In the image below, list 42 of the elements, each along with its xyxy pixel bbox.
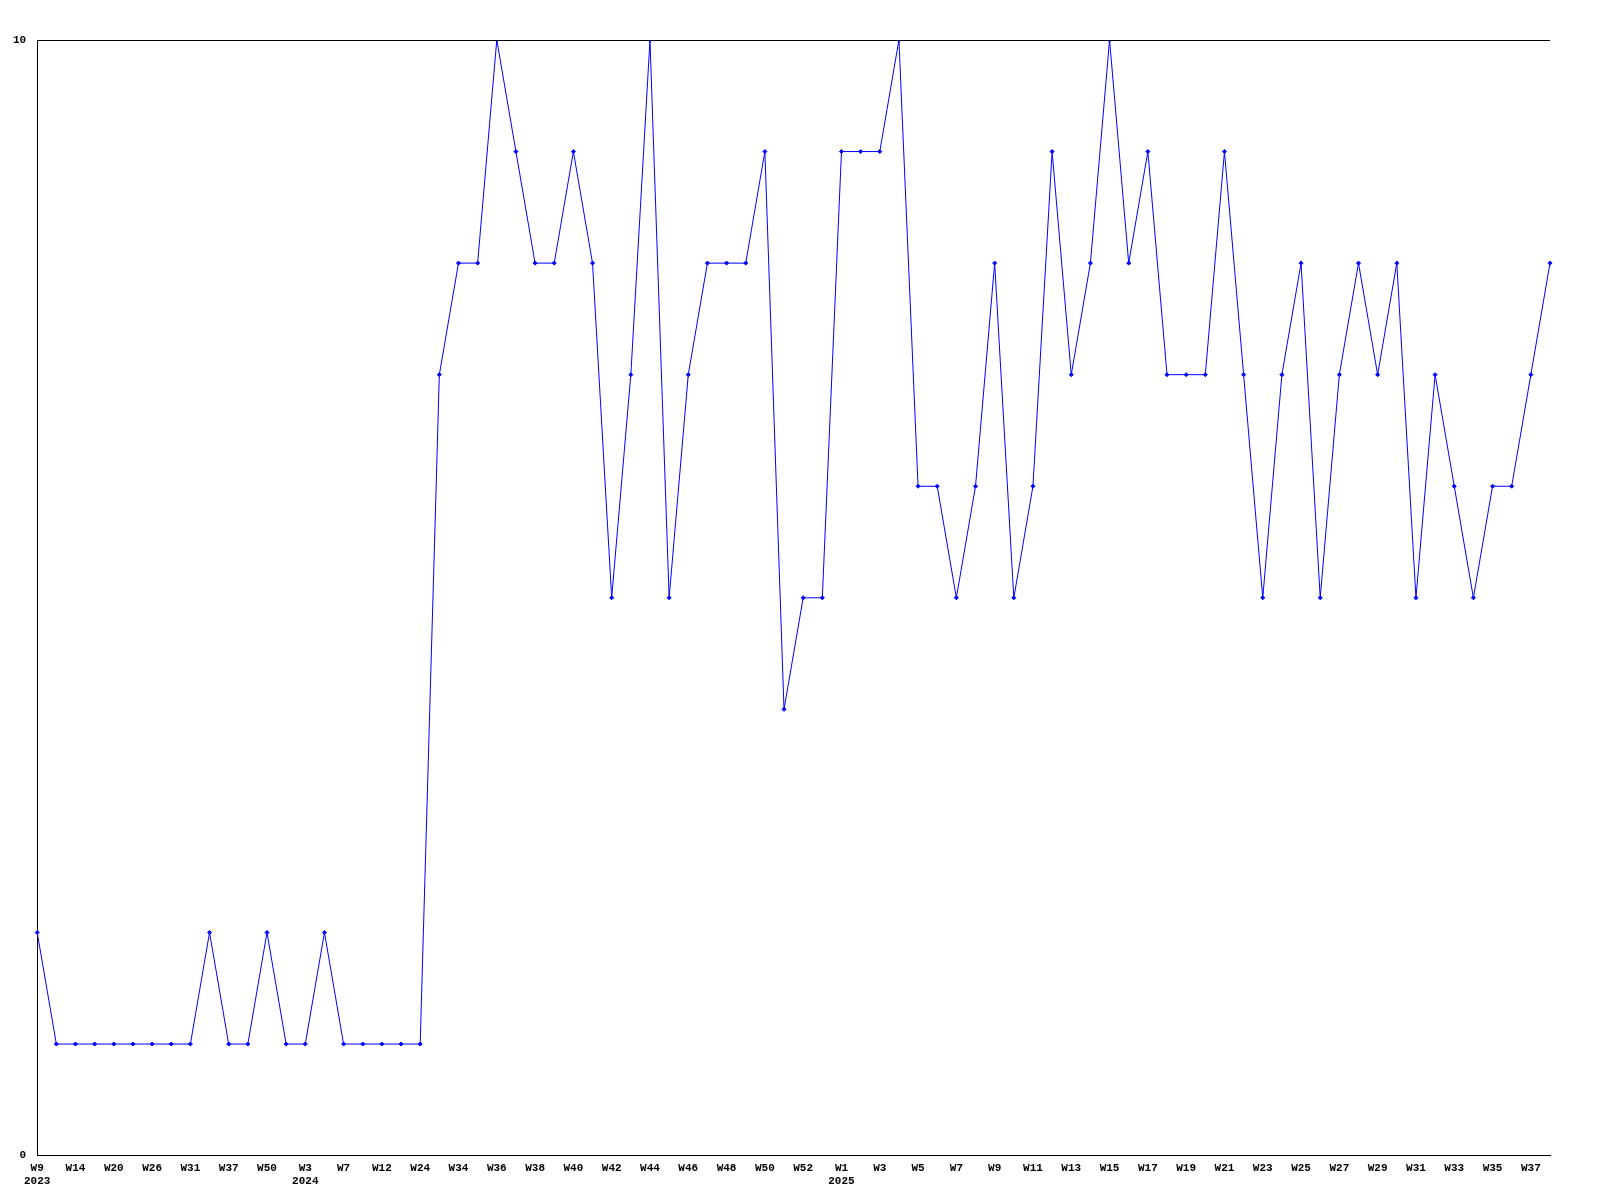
x-tick-label: W48 xyxy=(716,1161,737,1174)
x-tick-label: W52 xyxy=(793,1161,814,1174)
x-tick-label: W37 xyxy=(1520,1161,1541,1174)
x-tick-label: W19 xyxy=(1176,1161,1197,1174)
x-tick-label: W34 xyxy=(448,1161,469,1174)
x-tick-label: W9 2023 xyxy=(24,1161,51,1188)
x-tick-label: W36 xyxy=(486,1161,507,1174)
x-tick-label: W44 xyxy=(640,1161,661,1174)
x-tick-label: W24 xyxy=(410,1161,431,1174)
x-tick-label: W15 xyxy=(1099,1161,1120,1174)
x-tick-label: W1 2025 xyxy=(828,1161,856,1188)
x-tick-label: W3 2024 xyxy=(292,1161,319,1188)
x-tick-label: W7 xyxy=(336,1161,351,1174)
x-tick-label: W50 xyxy=(257,1161,277,1174)
x-tick-label: W31 xyxy=(1406,1161,1427,1174)
x-tick-label: W33 xyxy=(1444,1161,1465,1174)
x-tick-label: W11 xyxy=(1023,1161,1044,1174)
x-tick-label: W46 xyxy=(678,1161,699,1174)
x-tick-label: W25 xyxy=(1291,1161,1312,1174)
x-tick-label: W23 xyxy=(1252,1161,1274,1174)
x-tick-label: W3 xyxy=(873,1161,887,1174)
x-tick-label: W31 xyxy=(180,1161,201,1174)
x-tick-label: W40 xyxy=(563,1161,584,1174)
x-tick-label: W26 xyxy=(142,1161,162,1174)
x-tick-label: W14 xyxy=(65,1161,86,1174)
x-tick-label: W13 xyxy=(1061,1161,1082,1174)
x-tick-label: W7 xyxy=(949,1161,963,1174)
x-tick-label: W9 xyxy=(988,1161,1002,1174)
x-tick-label: W38 xyxy=(525,1161,546,1174)
y-tick-label: 10 xyxy=(13,33,27,46)
x-tick-label: W37 xyxy=(218,1161,239,1174)
x-tick-label: W27 xyxy=(1329,1161,1350,1174)
x-tick-label: W5 xyxy=(911,1161,926,1174)
x-tick-label: W12 xyxy=(371,1161,392,1174)
x-tick-label: W29 xyxy=(1367,1161,1388,1174)
y-tick-label: 0 xyxy=(19,1149,27,1162)
x-tick-label: W17 xyxy=(1137,1161,1158,1174)
x-tick-label: W42 xyxy=(601,1161,622,1174)
x-tick-label: W50 xyxy=(754,1161,775,1174)
x-tick-label: W35 xyxy=(1482,1161,1503,1174)
x-tick-label: W20 xyxy=(103,1161,124,1174)
x-tick-label: W21 xyxy=(1214,1161,1235,1174)
